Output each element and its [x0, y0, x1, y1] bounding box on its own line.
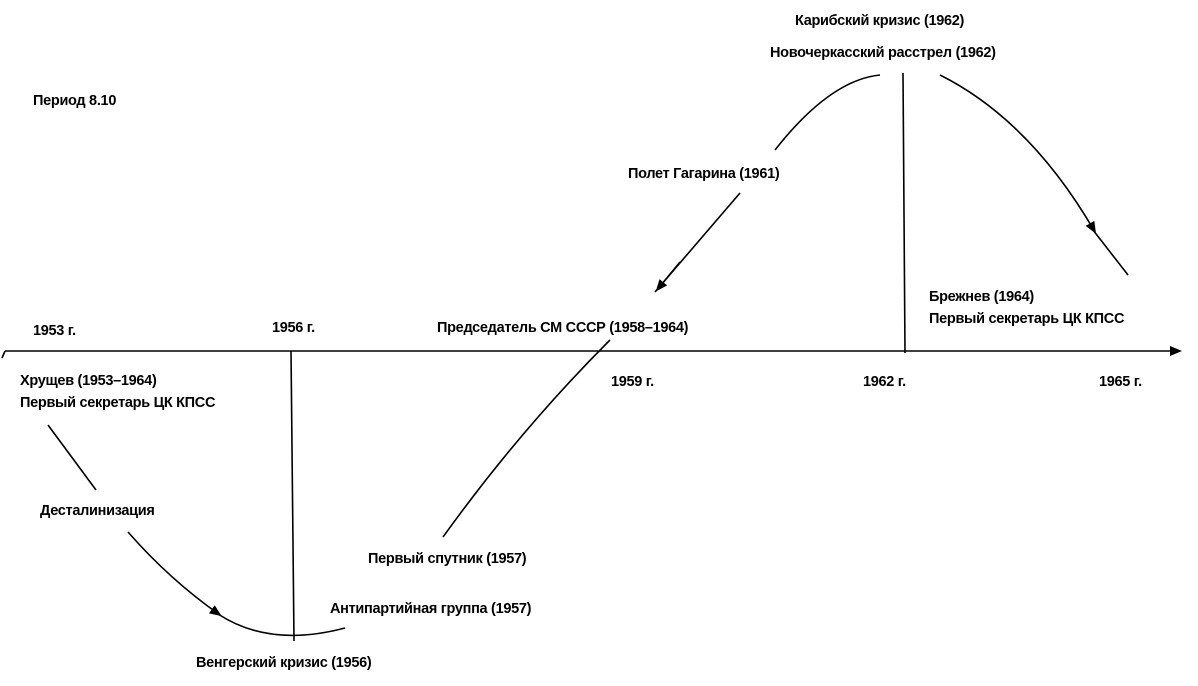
curve	[774, 74, 881, 151]
event-label: Хрущев (1953–1964)	[20, 373, 157, 389]
curve-arrow	[939, 74, 1097, 234]
curve	[217, 613, 346, 637]
year-label: 1956 г.	[272, 320, 315, 336]
curve-arrow	[655, 261, 681, 292]
year-label: 1959 г.	[611, 374, 654, 390]
event-label: Брежнев (1964)	[929, 289, 1034, 305]
year-label: 1962 г.	[863, 374, 906, 390]
curve	[1092, 229, 1129, 276]
event-label: Карибский кризис (1962)	[795, 13, 965, 29]
event-label: Венгерский кризис (1956)	[196, 655, 372, 671]
period-title: Период 8.10	[33, 93, 116, 109]
event-label: Новочеркасский расстрел (1962)	[770, 45, 996, 61]
curve-arrow	[127, 531, 222, 617]
year-label: 1953 г.	[33, 323, 76, 339]
event-label: Председатель СМ СССР (1958–1964)	[437, 320, 689, 336]
event-label: Первый секретарь ЦК КПСС	[20, 395, 216, 411]
event-label: Первый секретарь ЦК КПСС	[929, 311, 1125, 327]
event-label: Полет Гагарина (1961)	[628, 166, 780, 182]
event-label: Антипартийная группа (1957)	[330, 601, 532, 617]
year-label: 1965 г.	[1099, 374, 1142, 390]
event-label: Первый спутник (1957)	[368, 551, 527, 567]
event-label: Десталинизация	[40, 503, 155, 519]
curve	[442, 339, 611, 538]
axis-tick	[1, 350, 6, 359]
divider	[902, 72, 906, 354]
curve	[47, 424, 97, 491]
divider	[290, 350, 295, 642]
